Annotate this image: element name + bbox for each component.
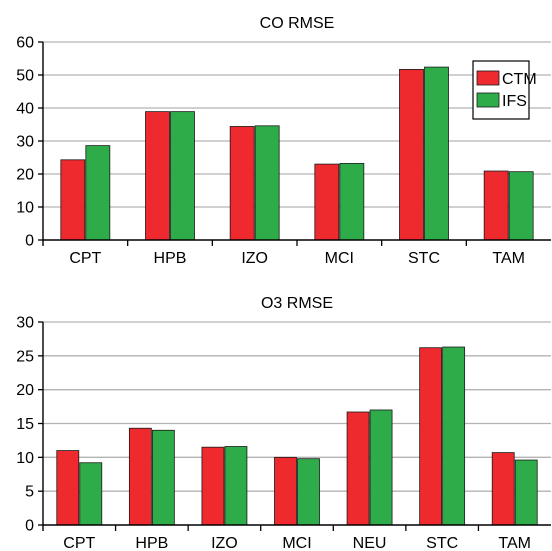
bar-ifs-mci [339,163,365,241]
y-tick-label: 5 [25,484,34,501]
bar-ifs-izo [224,446,248,526]
bar-ifs-hpb [170,111,195,241]
x-tick-label: IZO [211,535,238,551]
y-tick-label: 25 [16,348,34,365]
x-tick-label: CPT [63,535,95,551]
bar-ctm-izo [229,126,255,241]
x-tick-label: HPB [154,250,187,267]
x-tick-label: MCI [282,535,311,551]
bar-ctm-hpb [145,111,170,241]
x-tick-label: MCI [325,250,354,267]
bar-ctm-neu [346,411,370,526]
bar-ifs-tam [514,459,538,526]
y-tick-label: 0 [25,233,34,250]
bar-ifs-stc [442,346,466,526]
y-tick-label: 40 [16,101,34,118]
y-tick-label: 30 [16,315,34,332]
legend-swatch-ifs [476,92,500,108]
legend-swatch-ctm [476,70,500,86]
bar-ctm-hpb [128,427,152,526]
y-tick-label: 15 [16,416,34,433]
bar-ifs-stc [424,66,449,241]
x-tick-label: STC [426,535,458,551]
chart-1: O3 RMSE 0 5 10 15 20 25 30 CPT HPB IZO MCI NEU STC TAM [16,295,551,551]
bar-ctm-tam [491,452,515,526]
bar-ctm-stc [419,347,443,526]
x-tick-label: NEU [353,535,387,551]
bar-ctm-tam [483,170,509,241]
bar-ifs-tam [508,171,534,241]
chart-title: O3 RMSE [261,295,333,312]
y-tick-label: 0 [25,518,34,535]
x-tick-label: CPT [69,250,101,267]
bar-ctm-stc [399,68,424,241]
bar-ifs-mci [297,458,320,526]
chart-0: CO RMSE 0 10 20 30 40 50 60 CPT HPB IZO MCI STC TAM CT… [16,15,551,267]
y-tick-label: 10 [16,450,34,467]
x-tick-label: TAM [492,250,525,267]
bar-ifs-hpb [151,429,175,526]
x-tick-label: HPB [135,535,168,551]
y-tick-label: 20 [16,382,34,399]
chart-title: CO RMSE [260,15,335,32]
y-tick-label: 60 [16,35,34,52]
x-tick-label: TAM [498,535,531,551]
bar-ctm-cpt [56,450,80,526]
bar-ifs-izo [254,125,280,241]
bar-ctm-cpt [60,159,86,241]
y-tick-label: 30 [16,134,34,151]
bar-ifs-cpt [85,145,111,241]
bar-ctm-mci [314,163,340,241]
x-tick-label: IZO [241,250,268,267]
legend-box [472,60,530,120]
bar-ifs-cpt [79,462,103,526]
legend: CTM IFS [472,60,537,120]
y-tick-label: 10 [16,200,34,217]
y-tick-label: 20 [16,167,34,184]
bar-ctm-mci [274,456,297,526]
bar-ctm-izo [201,446,225,526]
legend-label-ifs: IFS [502,93,527,110]
y-tick-label: 50 [16,68,34,85]
legend-label-ctm: CTM [502,71,537,88]
x-tick-label: STC [408,250,440,267]
bar-ifs-neu [369,409,393,526]
